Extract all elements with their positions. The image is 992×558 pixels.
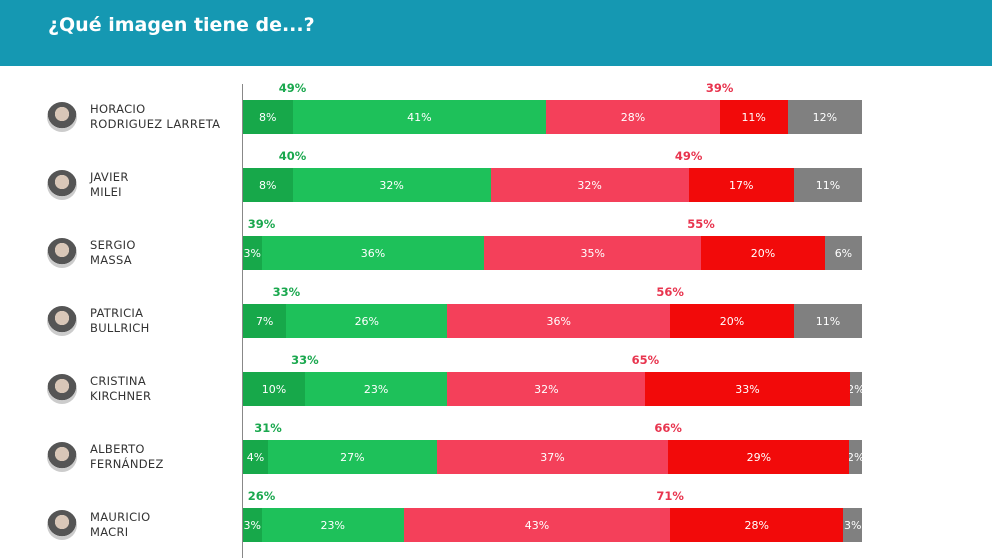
- bar-segment: 3%: [843, 508, 862, 542]
- positive-total-label: 39%: [247, 217, 276, 231]
- bar-segment: 37%: [436, 440, 669, 474]
- bar-segment: 27%: [268, 440, 437, 474]
- bar-segment: 11%: [719, 100, 788, 134]
- positive-total-label: 49%: [278, 81, 307, 95]
- chart-title: ¿Qué imagen tiene de...?: [48, 14, 315, 36]
- bar-segment: 36%: [261, 236, 485, 270]
- bar-segment: 43%: [403, 508, 671, 542]
- candidate-name: ALBERTO FERNÁNDEZ: [90, 442, 164, 472]
- bar-segment: 11%: [793, 304, 862, 338]
- candidate-name: MAURICIO MACRI: [90, 510, 150, 540]
- bar-segment: 12%: [787, 100, 862, 134]
- candidate-name-line: CRISTINA: [90, 374, 146, 388]
- positive-total-label: 40%: [278, 149, 307, 163]
- candidate-name-line: JAVIER: [90, 170, 129, 184]
- candidate-name-line: ALBERTO: [90, 442, 145, 456]
- candidate-name: JAVIER MILEI: [90, 170, 129, 200]
- negative-total-label: 56%: [656, 285, 684, 299]
- bar-segment: 32%: [490, 168, 689, 202]
- bar-segment: 28%: [546, 100, 720, 134]
- negative-total-label: 65%: [631, 353, 660, 367]
- bar-segment: 26%: [286, 304, 448, 338]
- bar-segment: 41%: [292, 100, 547, 134]
- bar-segment: 23%: [304, 372, 448, 406]
- avatar: [47, 306, 77, 336]
- bar-segment: 8%: [243, 100, 293, 134]
- candidate-name: CRISTINA KIRCHNER: [90, 374, 151, 404]
- bar-segment: 11%: [793, 168, 862, 202]
- bar-segment: 17%: [688, 168, 794, 202]
- avatar: [47, 102, 77, 132]
- positive-total-label: 33%: [291, 353, 319, 367]
- candidate-name-line: MACRI: [90, 525, 129, 539]
- bar-segment: 32%: [292, 168, 491, 202]
- candidate-name-line: SERGIO: [90, 238, 136, 252]
- candidate-name-line: PATRICIA: [90, 306, 144, 320]
- bar-segment: 32%: [447, 372, 646, 406]
- positive-total-label: 31%: [254, 421, 282, 435]
- bar-segment: 3%: [243, 508, 262, 542]
- bar-segment: 20%: [701, 236, 825, 270]
- avatar: [47, 442, 77, 472]
- negative-total-label: 66%: [654, 421, 682, 435]
- candidate-name-line: FERNÁNDEZ: [90, 457, 164, 471]
- bar-segment: 2%: [849, 440, 862, 474]
- positive-total-label: 33%: [272, 285, 301, 299]
- candidate-name-line: MILEI: [90, 185, 122, 199]
- bar-segment: 7%: [243, 304, 287, 338]
- bar-segment: 2%: [849, 372, 862, 406]
- avatar: [47, 238, 77, 268]
- bar-segment: 28%: [670, 508, 844, 542]
- negative-total-label: 49%: [674, 149, 703, 163]
- bar-segment: 3%: [243, 236, 262, 270]
- avatar: [47, 170, 77, 200]
- candidate-name-line: MAURICIO: [90, 510, 151, 524]
- bar-segment: 20%: [670, 304, 794, 338]
- header-banner: ¿Qué imagen tiene de...?: [0, 0, 992, 66]
- bar-segment: 35%: [484, 236, 702, 270]
- avatar: [47, 374, 77, 404]
- candidate-name: HORACIO RODRIGUEZ LARRETA: [90, 102, 220, 132]
- bar-segment: 10%: [243, 372, 305, 406]
- bar-segment: 36%: [447, 304, 671, 338]
- candidate-name-line: MASSA: [90, 253, 132, 267]
- positive-total-label: 26%: [247, 489, 276, 503]
- candidate-name: SERGIO MASSA: [90, 238, 136, 268]
- candidate-name-line: RODRIGUEZ LARRETA: [90, 117, 221, 131]
- negative-total-label: 39%: [705, 81, 734, 95]
- bar-segment: 6%: [824, 236, 862, 270]
- bar-segment: 29%: [668, 440, 850, 474]
- bar-segment: 33%: [645, 372, 850, 406]
- negative-total-label: 71%: [656, 489, 684, 503]
- axis-line: [242, 84, 243, 558]
- avatar: [47, 510, 77, 540]
- candidate-name-line: KIRCHNER: [90, 389, 152, 403]
- bar-segment: 4%: [243, 440, 268, 474]
- bar-segment: 23%: [261, 508, 404, 542]
- candidate-name-line: BULLRICH: [90, 321, 150, 335]
- candidate-name: PATRICIA BULLRICH: [90, 306, 150, 336]
- bar-segment: 8%: [243, 168, 293, 202]
- negative-total-label: 55%: [687, 217, 715, 231]
- candidate-name-line: HORACIO: [90, 102, 146, 116]
